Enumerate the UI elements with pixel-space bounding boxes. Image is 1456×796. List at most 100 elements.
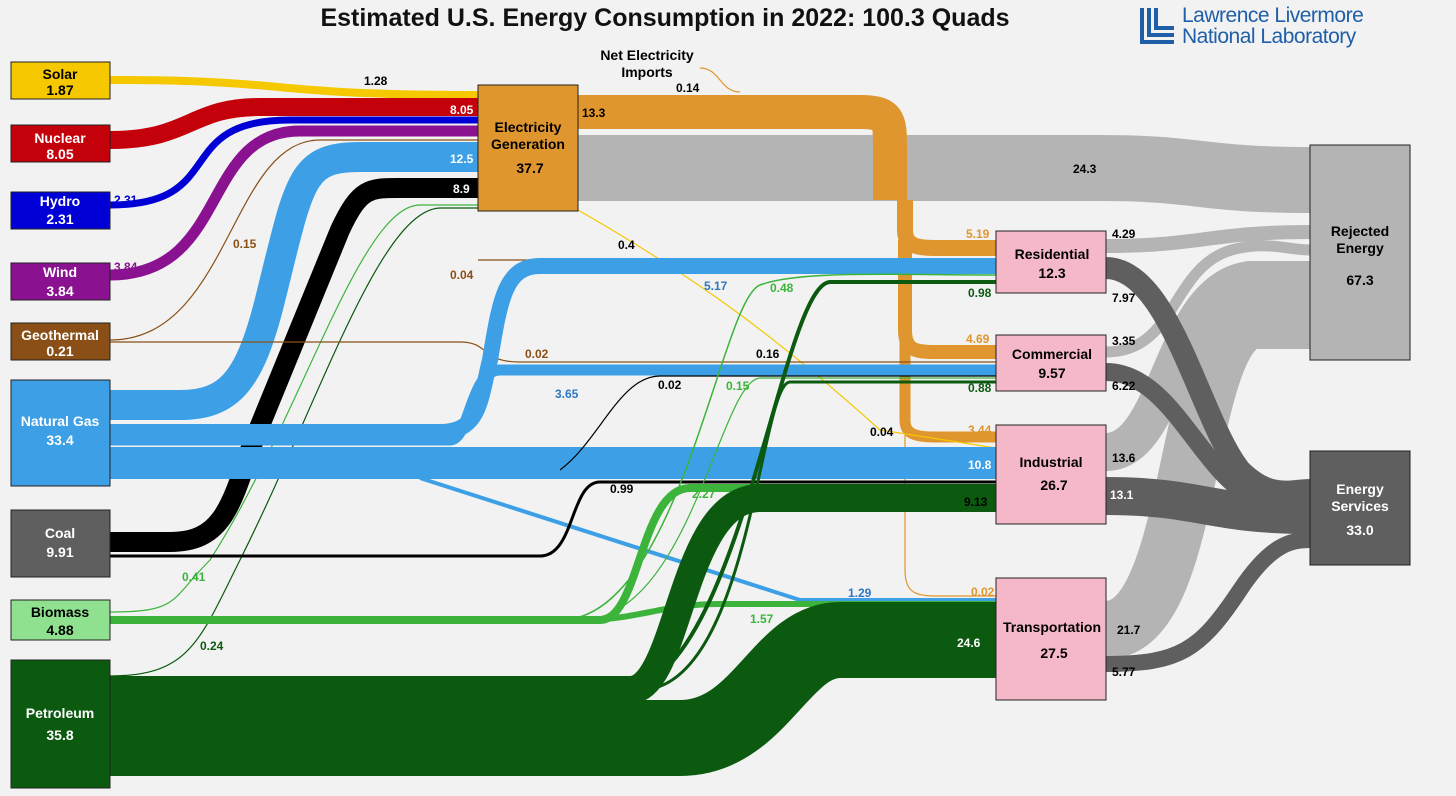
node-nuclear-value: 8.05 bbox=[46, 146, 73, 162]
flow-coal-ind bbox=[110, 480, 996, 558]
label-hydro-elec: 2.31 bbox=[114, 193, 138, 207]
node-elec-line1: Electricity bbox=[495, 119, 562, 135]
flow-elec-out bbox=[578, 95, 907, 200]
node-services-value: 33.0 bbox=[1346, 522, 1373, 538]
node-industrial bbox=[995, 424, 1107, 525]
label-res-rej: 4.29 bbox=[1112, 227, 1136, 241]
node-natural-gas bbox=[10, 379, 111, 487]
node-services-line1: Energy bbox=[1336, 481, 1384, 497]
label-elec-com: 4.69 bbox=[966, 332, 990, 346]
label-com-svc: 6.22 bbox=[1112, 379, 1136, 393]
net-imports-line1: Net Electricity bbox=[600, 47, 694, 63]
flow-nuclear-elec bbox=[109, 98, 478, 149]
node-wind-name: Wind bbox=[43, 264, 77, 280]
node-ind-value: 26.7 bbox=[1040, 477, 1067, 493]
label-bio-res: 0.48 bbox=[770, 281, 794, 295]
label-bio-com: 0.15 bbox=[726, 379, 750, 393]
node-elec-value: 37.7 bbox=[516, 160, 543, 176]
node-trans-value: 27.5 bbox=[1040, 645, 1067, 661]
node-elec-line2: Generation bbox=[491, 136, 565, 152]
flow-sol-res bbox=[577, 209, 997, 449]
flow-com-svc bbox=[1105, 363, 1311, 509]
node-nuclear bbox=[10, 124, 111, 163]
label-ind-svc: 13.1 bbox=[1110, 488, 1134, 502]
node-petroleum-name: Petroleum bbox=[26, 705, 94, 721]
label-nuclear-elec: 8.05 bbox=[450, 103, 474, 117]
node-com-value: 9.57 bbox=[1038, 365, 1065, 381]
label-gas-ind: 10.8 bbox=[968, 458, 992, 472]
label-sol-com: 0.16 bbox=[756, 347, 780, 361]
node-rejected-value: 67.3 bbox=[1346, 272, 1373, 288]
flow-pet-com bbox=[639, 380, 996, 692]
flow-elec-rej bbox=[578, 135, 1311, 213]
label-coal-ind: 0.99 bbox=[610, 482, 634, 496]
label-geo-com: 0.02 bbox=[525, 347, 549, 361]
node-petroleum-value: 35.8 bbox=[46, 727, 73, 743]
label-pet-res: 0.98 bbox=[968, 286, 992, 300]
node-biomass bbox=[10, 599, 111, 641]
node-com-name: Commercial bbox=[1012, 346, 1092, 362]
node-ind-name: Industrial bbox=[1019, 454, 1082, 470]
node-residential bbox=[995, 230, 1107, 294]
node-wind-value: 3.84 bbox=[46, 283, 73, 299]
flow-gas-trans bbox=[419, 476, 996, 602]
label-elec-out: 13.3 bbox=[582, 106, 606, 120]
flow-ind-rej bbox=[1103, 261, 1310, 471]
label-pet-com: 0.88 bbox=[968, 381, 992, 395]
label-bio-elec: 0.41 bbox=[182, 570, 206, 584]
llnl-logo-icon bbox=[1140, 8, 1174, 44]
label-gas-trans: 1.29 bbox=[848, 586, 872, 600]
flow-res-rej bbox=[1105, 225, 1311, 253]
label-bio-ind: 2.27 bbox=[692, 487, 716, 501]
label-sol-res: 0.4 bbox=[618, 238, 635, 252]
node-coal-value: 9.91 bbox=[46, 544, 73, 560]
node-wind bbox=[10, 262, 111, 301]
node-rejected bbox=[1309, 144, 1411, 361]
node-services bbox=[1309, 450, 1411, 566]
label-net-imports: 0.14 bbox=[676, 81, 700, 95]
label-elec-trans: 0.02 bbox=[971, 585, 995, 599]
label-trans-rej: 21.7 bbox=[1117, 623, 1141, 637]
node-coal-name: Coal bbox=[45, 525, 75, 541]
label-trans-svc: 5.77 bbox=[1112, 665, 1136, 679]
flow-trans-rej bbox=[1101, 291, 1310, 659]
node-hydro-value: 2.31 bbox=[46, 211, 73, 227]
flow-com-rej bbox=[1105, 240, 1311, 358]
node-solar-value: 1.87 bbox=[46, 82, 73, 98]
diagram-title: Estimated U.S. Energy Consumption in 202… bbox=[320, 4, 1010, 32]
label-bio-trans: 1.57 bbox=[750, 612, 774, 626]
node-hydro bbox=[10, 191, 111, 230]
node-geothermal-name: Geothermal bbox=[21, 327, 99, 343]
node-biomass-value: 4.88 bbox=[46, 622, 73, 638]
label-sol-ind: 0.04 bbox=[870, 425, 894, 439]
node-petroleum bbox=[10, 659, 111, 789]
flow-pet-ind bbox=[110, 484, 996, 704]
label-gas-elec: 12.5 bbox=[450, 152, 474, 166]
flow-elec-res bbox=[897, 200, 996, 256]
flow-geo-elec bbox=[109, 139, 478, 341]
node-gas-name: Natural Gas bbox=[21, 413, 100, 429]
label-elec-rej: 24.3 bbox=[1073, 162, 1097, 176]
node-commercial bbox=[995, 334, 1107, 392]
label-geo-res: 0.04 bbox=[450, 268, 474, 282]
node-gas-value: 33.4 bbox=[46, 432, 73, 448]
label-geo-elec: 0.15 bbox=[233, 237, 257, 251]
label-coal-elec: 8.9 bbox=[453, 182, 470, 196]
flow-ind-svc bbox=[1105, 477, 1311, 534]
label-ind-rej: 13.6 bbox=[1112, 451, 1136, 465]
flow-pet-trans bbox=[110, 602, 996, 776]
flow-hydro-elec bbox=[109, 116, 478, 209]
node-hydro-name: Hydro bbox=[40, 193, 80, 209]
label-solar-elec: 1.28 bbox=[364, 74, 388, 88]
node-geothermal bbox=[10, 322, 111, 361]
net-imports-line2: Imports bbox=[621, 64, 673, 80]
label-elec-ind: 3.44 bbox=[968, 423, 992, 437]
flow-solar-elec bbox=[109, 76, 479, 99]
label-pet-trans: 24.6 bbox=[957, 636, 981, 650]
flow-gas-com bbox=[110, 364, 996, 446]
node-transportation bbox=[995, 577, 1107, 701]
label-wind-elec: 3.84 bbox=[114, 260, 138, 274]
node-res-name: Residential bbox=[1015, 246, 1090, 262]
logo-line-1: Lawrence Livermore bbox=[1182, 4, 1364, 27]
